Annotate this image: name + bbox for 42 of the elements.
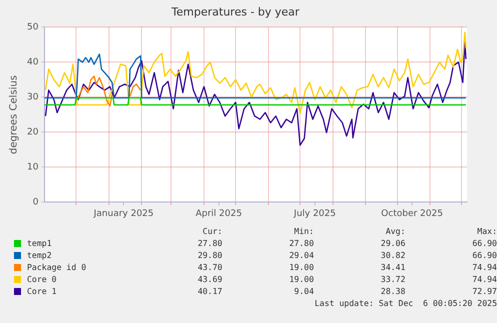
y-tick-label: 10 [27,162,39,173]
text: Cur: [202,225,222,237]
text: 28.38 [380,285,406,297]
legend-label: temp1 [26,237,53,249]
text: 29.04 [288,249,314,261]
y-tick-label: 40 [27,58,39,68]
text: Last update: Sat Dec 6 00:05:20 2025 [314,297,497,309]
y-tick-label: 30 [27,92,39,103]
text: 27.80 [288,237,314,249]
text: 72.97 [471,285,497,297]
text: 66.90 [471,237,497,249]
chart-title: Temperatures - by year [170,5,300,18]
text: 33.72 [380,273,406,285]
legend-label: temp2 [26,249,53,261]
text: 34.41 [380,261,406,273]
legend-label: Core 1 [26,285,58,297]
text: 29.06 [380,237,406,249]
text: Max: [476,225,497,237]
x-tick-label: October 2025 [381,208,443,219]
text: 30.82 [380,249,406,261]
y-tick-label: 20 [27,128,39,138]
x-tick-label: January 2025 [92,208,154,219]
text: 19.00 [288,273,314,285]
text: 43.70 [196,261,222,273]
y-tick-label: 50 [27,22,39,33]
x-tick-label: July 2025 [292,208,336,219]
text: Avg: [384,225,406,237]
text: 43.69 [196,273,222,285]
text: 19.00 [288,261,314,273]
text: Min: [293,225,314,237]
x-tick-label: April 2025 [196,208,242,219]
text: 40.17 [196,285,222,297]
text: 27.80 [196,237,222,249]
legend-label: Package id 0 [26,261,88,273]
text: 74.94 [471,273,497,285]
text: 9.04 [293,285,314,297]
text: 29.80 [196,249,222,261]
text: 66.90 [471,249,497,261]
text: 74.94 [471,261,497,273]
legend-label: Core 0 [26,273,58,285]
y-tick-label: 0 [32,198,39,208]
y-axis-title: degrees Celsius [8,75,20,154]
